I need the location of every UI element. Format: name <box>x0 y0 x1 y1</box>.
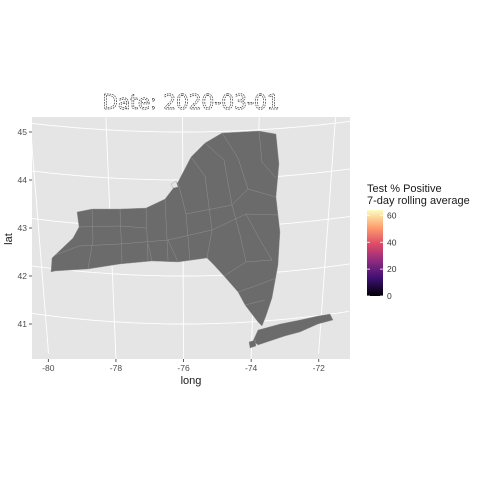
county-border <box>147 243 153 262</box>
county-border <box>87 239 94 270</box>
meridian-line <box>32 140 49 354</box>
legend-tick-label: 40 <box>387 237 397 247</box>
staten-island <box>248 339 257 349</box>
county-border <box>119 208 123 263</box>
y-tick-label: 41 <box>18 319 28 329</box>
county-border <box>145 207 149 261</box>
new-york-state-map <box>50 130 334 349</box>
y-tick-label: 43 <box>18 223 28 233</box>
x-tick-label: -76 <box>177 363 190 373</box>
y-tick-label: 42 <box>18 271 28 281</box>
county-border <box>204 142 233 206</box>
county-border <box>237 277 277 293</box>
legend-colorbar <box>367 210 383 296</box>
legend-tick-label: 0 <box>387 291 392 301</box>
parallel-line <box>32 263 350 277</box>
county-border <box>206 229 213 259</box>
legend-tick-label: 20 <box>387 264 397 274</box>
x-axis: -80 -78 -76 -74 -72 <box>42 359 325 373</box>
county-border <box>231 204 247 263</box>
county-border <box>258 130 277 179</box>
county-border <box>167 239 179 263</box>
x-tick-label: -80 <box>42 363 55 373</box>
x-tick-label: -78 <box>110 363 123 373</box>
county-border <box>185 188 277 215</box>
county-borders <box>54 130 279 306</box>
y-axis: 41 42 43 44 45 <box>18 127 32 329</box>
legend-title-line2: 7-day rolling average <box>367 195 470 207</box>
county-border <box>190 156 213 231</box>
long-island <box>252 313 334 346</box>
legend-tick-label: 60 <box>387 210 397 220</box>
county-border <box>244 299 266 306</box>
map-title: Date: 2020-03-01 <box>102 90 279 114</box>
legend-ticks: 0 20 40 60 <box>367 210 397 301</box>
y-tick-label: 45 <box>18 127 28 137</box>
x-axis-title: long <box>181 375 202 387</box>
state-mainland <box>50 130 281 327</box>
parallel-line <box>32 310 349 325</box>
meridian-line <box>318 117 336 354</box>
x-tick-label: -74 <box>245 363 258 373</box>
x-tick-label: -72 <box>313 363 326 373</box>
y-tick-label: 44 <box>18 175 28 185</box>
county-border <box>221 132 249 190</box>
county-border <box>164 198 169 261</box>
legend-title-line1: Test % Positive <box>367 183 442 195</box>
county-border <box>245 213 273 261</box>
color-legend: Test % Positive 7-day rolling average 0 2… <box>367 183 470 301</box>
parallel-line <box>32 120 350 133</box>
county-border <box>91 208 94 241</box>
state-notch <box>170 180 179 189</box>
y-axis-title: lat <box>3 233 15 245</box>
